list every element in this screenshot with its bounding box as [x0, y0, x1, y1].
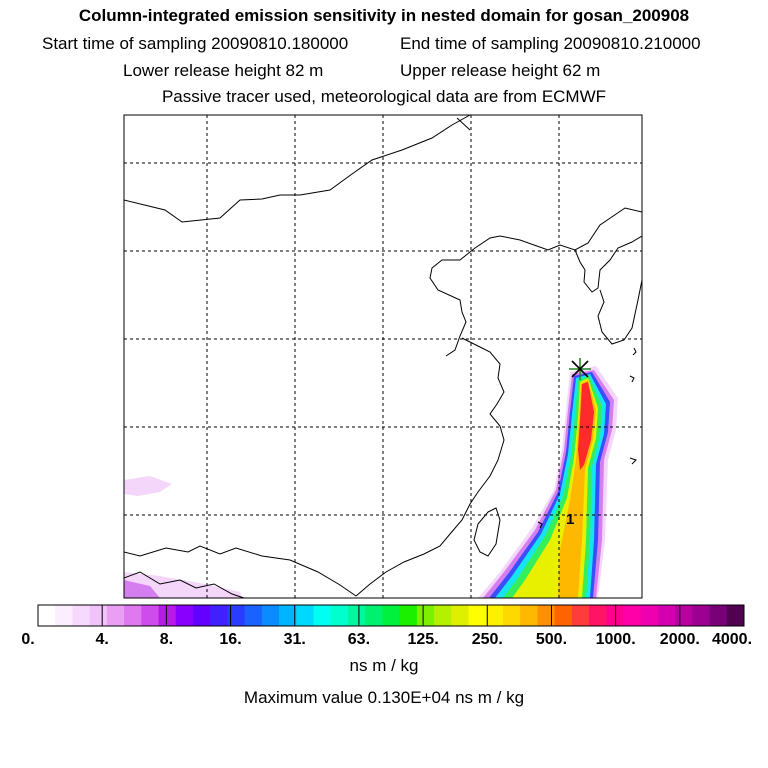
lower-height-label: Lower release height 82 m — [123, 61, 324, 80]
colorbar-swatch — [279, 605, 297, 626]
colorbar-swatch — [399, 605, 418, 626]
colorbar-frame — [37, 604, 745, 627]
colorbar-swatch — [537, 605, 555, 626]
start-time-label: Start time of sampling 20090810.180000 — [42, 34, 349, 53]
colorbar-swatch — [296, 605, 314, 626]
max-value-label: Maximum value 0.130E+04 ns m / kg — [243, 688, 525, 707]
map-frame — [123, 114, 643, 599]
grid-lines — [124, 115, 642, 598]
colorbar-swatch — [210, 605, 228, 626]
colorbar-swatch — [38, 605, 56, 626]
release-label: 1 — [566, 511, 574, 528]
colorbar-tick-label: 1000. — [595, 631, 636, 648]
colorbar-tick-label: 4. — [95, 631, 109, 648]
end-time-label: End time of sampling 20090810.210000 — [400, 34, 701, 53]
colorbar-tick-label: 2000. — [659, 631, 700, 648]
colorbar-swatch — [416, 605, 435, 626]
colorbar-swatch — [192, 605, 211, 626]
plot-title: Column-integrated emission sensitivity i… — [78, 6, 690, 25]
colorbar-tick-label: 63. — [347, 631, 371, 648]
colorbar-tick-label: 16. — [219, 631, 242, 648]
colorbar-tick-label: 0. — [21, 631, 35, 648]
colorbar-swatch — [606, 605, 624, 626]
colorbar-swatch — [55, 605, 73, 626]
colorbar-swatch — [692, 605, 710, 626]
colorbar-swatch — [106, 605, 125, 626]
colorbar-swatch — [554, 605, 573, 626]
colorbar-swatch — [89, 605, 108, 626]
colorbar-tick-label: 4000. — [711, 631, 753, 648]
colorbar-swatch — [313, 605, 332, 626]
coastlines — [124, 115, 642, 598]
plume-faint-west — [124, 476, 172, 496]
colorbar-swatch — [72, 605, 91, 626]
colorbar-swatch — [382, 605, 401, 626]
colorbar-swatch — [520, 605, 538, 626]
plume-layer-red — [578, 382, 594, 470]
colorbar-swatch — [623, 605, 642, 626]
colorbar-swatch — [640, 605, 659, 626]
station-marker-icon — [569, 358, 591, 380]
colorbar-swatch — [141, 605, 159, 626]
colorbar-tick-label: 250. — [471, 631, 503, 648]
colorbar-swatch — [365, 605, 383, 626]
colorbar-tick-label: 31. — [283, 631, 306, 648]
colorbar-swatch — [589, 605, 607, 626]
colorbar-swatch — [347, 605, 366, 626]
colorbar-units: ns m / kg — [349, 656, 419, 675]
plume-violet-southwest — [124, 580, 160, 598]
colorbar-tick-label: 8. — [159, 631, 174, 648]
colorbar-swatch — [227, 605, 246, 626]
colorbar-tick-label: 125. — [407, 631, 439, 648]
colorbar-swatch — [330, 605, 349, 626]
upper-height-label: Upper release height 62 m — [400, 61, 601, 80]
colorbar-swatch — [502, 605, 521, 626]
colorbar-swatch — [124, 605, 142, 626]
colorbar-swatch — [451, 605, 469, 626]
colorbar — [37, 604, 745, 627]
colorbar-swatch — [158, 605, 177, 626]
tracer-info-label: Passive tracer used, meteorological data… — [161, 87, 607, 106]
colorbar-swatch — [468, 605, 487, 626]
colorbar-swatch — [485, 605, 504, 626]
colorbar-tick-label: 500. — [535, 631, 568, 648]
colorbar-swatch — [726, 605, 745, 626]
colorbar-swatch — [571, 605, 590, 626]
colorbar-swatch — [261, 605, 280, 626]
colorbar-swatch — [675, 605, 693, 626]
colorbar-swatch — [434, 605, 452, 626]
colorbar-swatch — [709, 605, 728, 626]
colorbar-swatch — [175, 605, 194, 626]
colorbar-swatch — [244, 605, 263, 626]
colorbar-swatch — [657, 605, 676, 626]
